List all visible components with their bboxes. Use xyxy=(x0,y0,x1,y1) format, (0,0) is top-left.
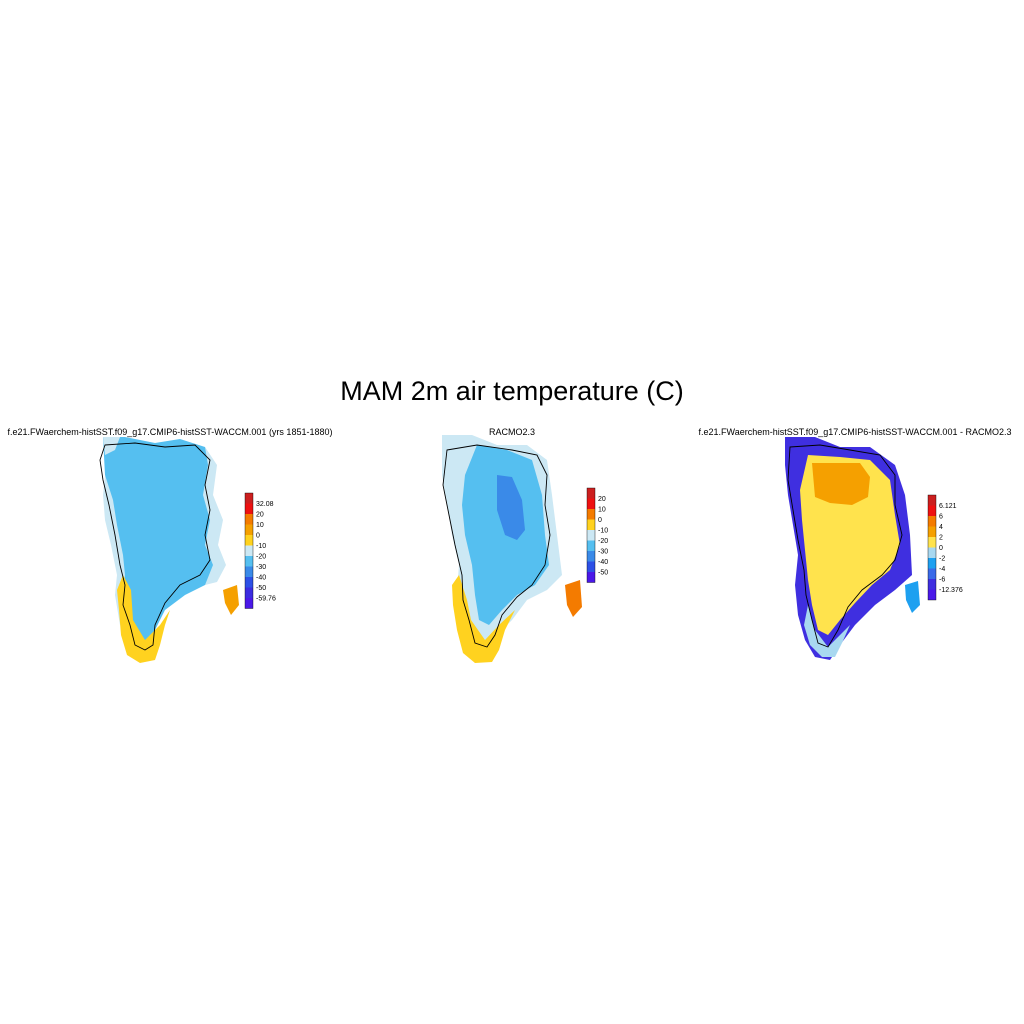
colorbar-swatch xyxy=(245,577,253,588)
colorbar-outline xyxy=(586,487,596,583)
colorbar-swatch xyxy=(245,503,253,514)
colorbar-swatch xyxy=(587,551,595,562)
colorbar-swatch xyxy=(245,535,253,546)
colorbar-tick-label: 0 xyxy=(598,517,602,524)
colorbar: 32.08 20 10 0 -10 -20 -30 -40 -50 -59.76 xyxy=(244,492,276,609)
colorbar-tick-label: 10 xyxy=(256,522,264,529)
greenland-map: 6.121 6 4 2 0 -2 -4 -6 -12.376 xyxy=(785,437,963,660)
colorbar-swatch xyxy=(245,493,253,504)
colorbar-swatch xyxy=(245,556,253,567)
colorbar-tick-label: -2 xyxy=(939,556,945,563)
colorbar-tick-label: -4 xyxy=(939,566,945,573)
diff-near-zero-south xyxy=(804,605,850,657)
colorbar-swatch xyxy=(587,530,595,541)
panel-title: f.e21.FWaerchem-histSST.f09_g17.CMIP6-hi… xyxy=(7,427,333,437)
colorbar-tick-label: 20 xyxy=(256,512,264,519)
summit-coldest xyxy=(497,475,525,540)
greenland-map: 20 10 0 -10 -20 -30 -40 -50 xyxy=(442,435,608,663)
colorbar-tick-label: -30 xyxy=(598,549,608,556)
nw-top-region xyxy=(103,437,120,455)
colorbar-swatch xyxy=(245,524,253,535)
colorbar-tick-label: -20 xyxy=(256,554,266,561)
colorbar-swatch xyxy=(587,498,595,509)
warm-coastal-band xyxy=(452,575,515,663)
colorbar-tick-label: -10 xyxy=(256,543,266,550)
colorbar-swatch xyxy=(928,558,936,569)
panel-diff: f.e21.FWaerchem-histSST.f09_g17.CMIP6-hi… xyxy=(690,425,1020,675)
colorbar-swatch xyxy=(587,509,595,520)
ice-sheet-fill xyxy=(103,437,223,655)
colorbar-tick-label: -50 xyxy=(256,585,266,592)
colorbar-tick-label: -6 xyxy=(939,577,945,584)
colorbar: 20 10 0 -10 -20 -30 -40 -50 xyxy=(586,487,608,583)
colorbar-swatch xyxy=(245,514,253,525)
diff-positive-high xyxy=(812,463,870,505)
colorbar-tick-label: 4 xyxy=(939,524,943,531)
colorbar-swatch xyxy=(587,488,595,499)
small-island xyxy=(905,581,920,613)
colorbar-tick-label: 20 xyxy=(598,496,606,503)
colorbar-swatch xyxy=(245,587,253,598)
coastline xyxy=(787,444,903,648)
colorbar-tick-label: -50 xyxy=(598,570,608,577)
colorbar-tick-label: 0 xyxy=(256,533,260,540)
colorbar-swatch xyxy=(928,568,936,579)
colorbar-swatch xyxy=(245,598,253,609)
colorbar-tick-label: 10 xyxy=(598,507,606,514)
colorbar-swatch xyxy=(928,589,936,600)
colorbar-tick-label: 6 xyxy=(939,514,943,521)
colorbar-swatch xyxy=(245,566,253,577)
colorbar-tick-label: -59.76 xyxy=(256,596,276,603)
colorbar-swatch xyxy=(245,545,253,556)
colorbar-swatch xyxy=(928,537,936,548)
colorbar-swatch xyxy=(587,540,595,551)
coastal-cool-band xyxy=(203,447,226,585)
colorbar-tick-label: -30 xyxy=(256,564,266,571)
colorbar-tick-label: -40 xyxy=(256,575,266,582)
colorbar-swatch xyxy=(928,516,936,527)
colorbar-swatch xyxy=(928,579,936,590)
figure-title: MAM 2m air temperature (C) xyxy=(340,376,684,406)
colorbar-swatch xyxy=(928,495,936,506)
coastline xyxy=(99,442,211,651)
panel-racmo: RACMO2.3 20 10 0 -10 -20 -30 -40 -50 xyxy=(347,425,677,675)
panel-title: RACMO2.3 xyxy=(488,427,535,437)
colorbar-tick-label: 6.121 xyxy=(939,503,957,510)
colorbar-outline xyxy=(927,494,937,601)
colorbar-swatch xyxy=(928,505,936,516)
colorbar-swatch xyxy=(587,519,595,530)
colorbar-swatch xyxy=(928,547,936,558)
colorbar-swatch xyxy=(587,572,595,583)
warm-coastal-band xyxy=(117,575,170,663)
colorbar-swatch xyxy=(587,561,595,572)
colorbar-tick-label: 32.08 xyxy=(256,501,274,508)
greenland-map: 32.08 20 10 0 -10 -20 -30 -40 -50 -59.76 xyxy=(99,437,276,663)
colorbar-tick-label: 2 xyxy=(939,535,943,542)
small-island xyxy=(565,580,582,617)
small-island xyxy=(223,585,239,615)
coastal-cool-band-west xyxy=(103,475,131,635)
colorbar-swatch xyxy=(928,526,936,537)
colorbar-tick-label: -10 xyxy=(598,528,608,535)
coastline xyxy=(442,444,551,648)
colorbar-tick-label: 0 xyxy=(939,545,943,552)
panel-title: f.e21.FWaerchem-histSST.f09_g17.CMIP6-hi… xyxy=(698,427,1012,437)
colorbar-tick-label: -40 xyxy=(598,559,608,566)
panel-model: f.e21.FWaerchem-histSST.f09_g17.CMIP6-hi… xyxy=(5,425,335,675)
colorbar-tick-label: -20 xyxy=(598,538,608,545)
colorbar-outline xyxy=(244,492,254,609)
colorbar-tick-label: -12.376 xyxy=(939,587,963,594)
colorbar: 6.121 6 4 2 0 -2 -4 -6 -12.376 xyxy=(927,494,963,601)
